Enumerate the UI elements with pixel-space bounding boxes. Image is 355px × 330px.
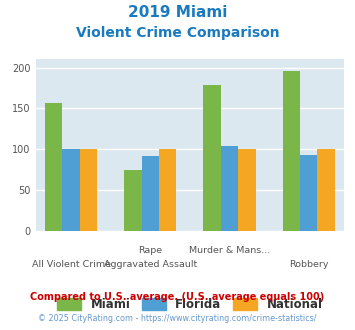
Text: All Violent Crime: All Violent Crime: [32, 260, 111, 269]
Bar: [142, 156, 159, 231]
Bar: [203, 85, 221, 231]
Text: Violent Crime Comparison: Violent Crime Comparison: [76, 26, 279, 40]
Bar: [283, 71, 300, 231]
Text: Aggravated Assault: Aggravated Assault: [104, 260, 197, 269]
Legend: Miami, Florida, National: Miami, Florida, National: [53, 294, 327, 316]
Bar: [159, 149, 176, 231]
Text: © 2025 CityRating.com - https://www.cityrating.com/crime-statistics/: © 2025 CityRating.com - https://www.city…: [38, 314, 317, 323]
Text: Rape: Rape: [138, 246, 162, 255]
Bar: [317, 149, 335, 231]
Bar: [80, 149, 97, 231]
Bar: [45, 103, 62, 231]
Bar: [62, 149, 80, 231]
Text: Compared to U.S. average. (U.S. average equals 100): Compared to U.S. average. (U.S. average …: [31, 292, 324, 302]
Bar: [238, 149, 256, 231]
Text: Murder & Mans...: Murder & Mans...: [189, 246, 270, 255]
Text: 2019 Miami: 2019 Miami: [128, 5, 227, 20]
Bar: [300, 155, 317, 231]
Text: Robbery: Robbery: [289, 260, 328, 269]
Bar: [124, 170, 142, 231]
Bar: [221, 146, 238, 231]
